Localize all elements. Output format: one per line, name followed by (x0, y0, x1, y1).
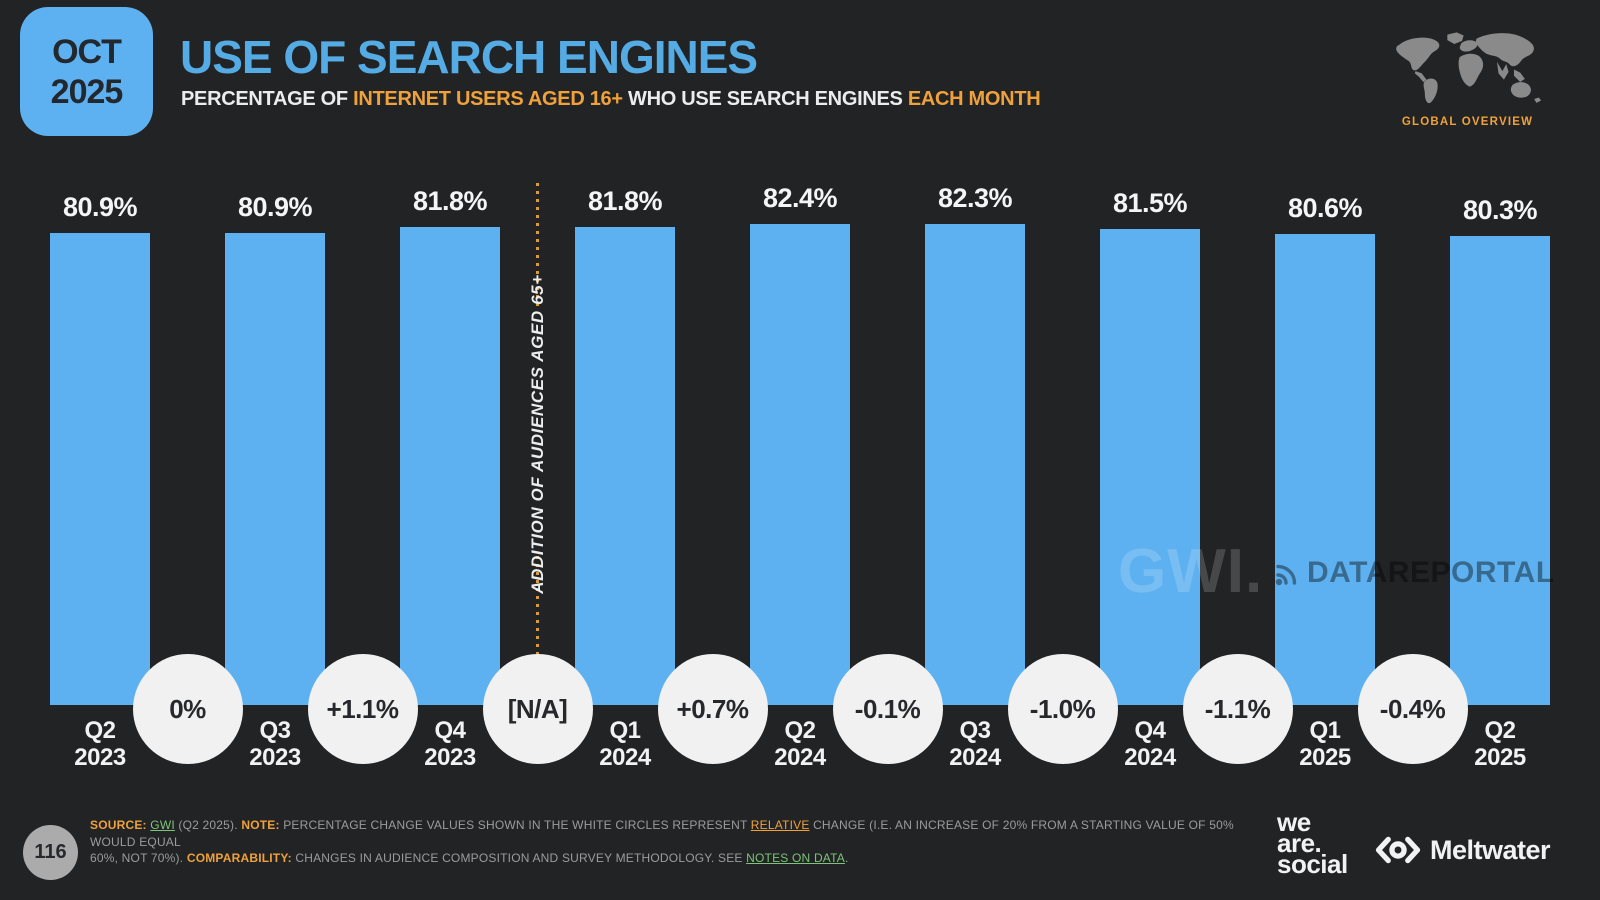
date-badge: OCT 2025 (20, 7, 153, 136)
bar (1275, 234, 1375, 705)
x-axis-label-quarter: Q1 (609, 717, 641, 744)
note-link[interactable]: RELATIVE (750, 818, 810, 832)
x-axis-label: Q1 2025 (1275, 717, 1375, 771)
note-text: PERCENTAGE CHANGE VALUES SHOWN IN THE WH… (283, 818, 751, 832)
note-text: COMPARABILITY: (186, 851, 296, 865)
x-axis-label: Q2 2024 (750, 717, 850, 771)
x-axis-label: Q4 2024 (1100, 717, 1200, 771)
x-axis-label-year: 2024 (774, 744, 826, 771)
datareportal-watermark: DATAREPORTAL (1272, 556, 1555, 590)
x-axis-label: Q2 2023 (50, 717, 150, 771)
note-text: (Q2 2025). (174, 818, 242, 832)
x-axis-label-quarter: Q3 (259, 717, 291, 744)
bar-column: 80.9% (50, 121, 150, 705)
region-indicator: GLOBAL OVERVIEW (1390, 26, 1545, 128)
we-are-social-line: are. (1277, 828, 1322, 858)
bar-value-label: 80.3% (1462, 195, 1538, 226)
datareportal-watermark-text: DATAREPORTAL (1307, 556, 1555, 589)
x-axis-label-quarter: Q4 (434, 717, 466, 744)
x-axis-label: Q4 2023 (400, 717, 500, 771)
x-axis-label-year: 2024 (599, 744, 651, 771)
note-text: CHANGE (I.E. AN INCREASE OF 20% FROM A S… (90, 818, 1234, 849)
page-number: 116 (34, 841, 67, 863)
x-axis-label-quarter: Q2 (784, 717, 816, 744)
world-map-icon (1396, 32, 1542, 104)
bar-value-label: 80.9% (237, 191, 313, 222)
meltwater-icon (1375, 836, 1421, 864)
bar-column: 80.9% (225, 121, 325, 705)
bar (1100, 229, 1200, 705)
bar (50, 232, 150, 705)
bar-column: 81.8% (400, 121, 500, 705)
date-badge-year: 2025 (50, 72, 124, 111)
bar-value-label: 81.8% (587, 186, 663, 217)
date-badge-month: OCT (52, 32, 122, 71)
note-text: CHANGES IN AUDIENCE COMPOSITION AND SURV… (295, 851, 747, 865)
bar-value-label: 81.8% (412, 186, 488, 217)
bar (575, 227, 675, 705)
x-axis-label-quarter: Q4 (1134, 717, 1166, 744)
page-title: USE OF SEARCH ENGINES (180, 31, 758, 83)
bar-chart: 80.9% 80.9% 81.8% 81.8% 82.4% 82.3% 81.5… (50, 121, 1550, 705)
bar-value-label: 80.6% (1287, 193, 1363, 224)
divider-annotation: ADDITION OF AUDIENCES AGED 65+ (527, 274, 547, 594)
x-axis-label-year: 2024 (1124, 744, 1176, 771)
note-text: 60%, NOT 70%). (90, 851, 187, 865)
page-subtitle: PERCENTAGE OF INTERNET USERS AGED 16+ WH… (181, 88, 1041, 111)
note-link[interactable]: NOTES ON DATA (746, 851, 845, 865)
bar-column: 81.8% (575, 121, 675, 705)
subtitle-text: PERCENTAGE OF (181, 88, 354, 110)
bar-value-label: 81.5% (1112, 188, 1188, 219)
we-are-social-logo: we are. social (1277, 807, 1348, 879)
x-axis-label-year: 2025 (1474, 744, 1526, 771)
source-note: SOURCE: GWI (Q2 2025). NOTE: PERCENTAGE … (90, 817, 1250, 867)
x-axis-label-year: 2025 (1299, 744, 1351, 771)
region-label: GLOBAL OVERVIEW (1401, 116, 1534, 128)
divider-dotted-line-bottom (536, 556, 539, 654)
x-axis-label-year: 2024 (949, 744, 1001, 771)
bar-value-label: 82.3% (937, 183, 1013, 214)
x-axis-label-year: 2023 (249, 744, 301, 771)
x-axis-label: Q3 2024 (925, 717, 1025, 771)
subtitle-highlight: EACH MONTH (907, 88, 1041, 110)
meltwater-label: Meltwater (1430, 834, 1551, 865)
x-axis-label: Q3 2023 (225, 717, 325, 771)
x-axis-label-quarter: Q3 (959, 717, 991, 744)
bar-column: 80.3% (1450, 121, 1550, 705)
x-axis-label-quarter: Q2 (1484, 717, 1516, 744)
bar (225, 232, 325, 705)
x-axis-label-year: 2023 (74, 744, 126, 771)
bar-column: 82.4% (750, 121, 850, 705)
subtitle-highlight: INTERNET USERS AGED 16+ (353, 88, 623, 110)
note-link[interactable]: GWI (150, 818, 175, 832)
we-are-social-line: social (1277, 849, 1348, 879)
x-axis-label: Q1 2024 (575, 717, 675, 771)
bar-value-label: 82.4% (762, 182, 838, 213)
bar (400, 227, 500, 705)
x-axis-label-quarter: Q1 (1309, 717, 1341, 744)
meltwater-logo: Meltwater (1372, 834, 1551, 866)
x-axis-label-year: 2023 (424, 744, 476, 771)
bar-column: 82.3% (925, 121, 1025, 705)
gwi-watermark: GWI. (1118, 537, 1264, 606)
note-text: NOTE: (241, 818, 284, 832)
we-are-social-line: we (1277, 807, 1311, 837)
page-number-badge: 116 (23, 825, 78, 880)
x-axis: Q2 2023 Q3 2023 Q4 2023 Q1 2024 Q2 2024 … (0, 717, 1600, 787)
subtitle-text: WHO USE SEARCH ENGINES (622, 88, 908, 110)
bar-value-label: 80.9% (62, 191, 138, 222)
datareportal-signal-icon (1275, 564, 1297, 586)
divider-dotted-line-top (536, 183, 539, 311)
note-text: SOURCE: (90, 818, 151, 832)
x-axis-label-quarter: Q2 (84, 717, 116, 744)
bar (750, 223, 850, 705)
bar-column: 81.5% (1100, 121, 1200, 705)
bar (1450, 236, 1550, 705)
note-text: . (844, 851, 849, 865)
x-axis-label: Q2 2025 (1450, 717, 1550, 771)
bar-column: 80.6% (1275, 121, 1375, 705)
bar (925, 224, 1025, 705)
